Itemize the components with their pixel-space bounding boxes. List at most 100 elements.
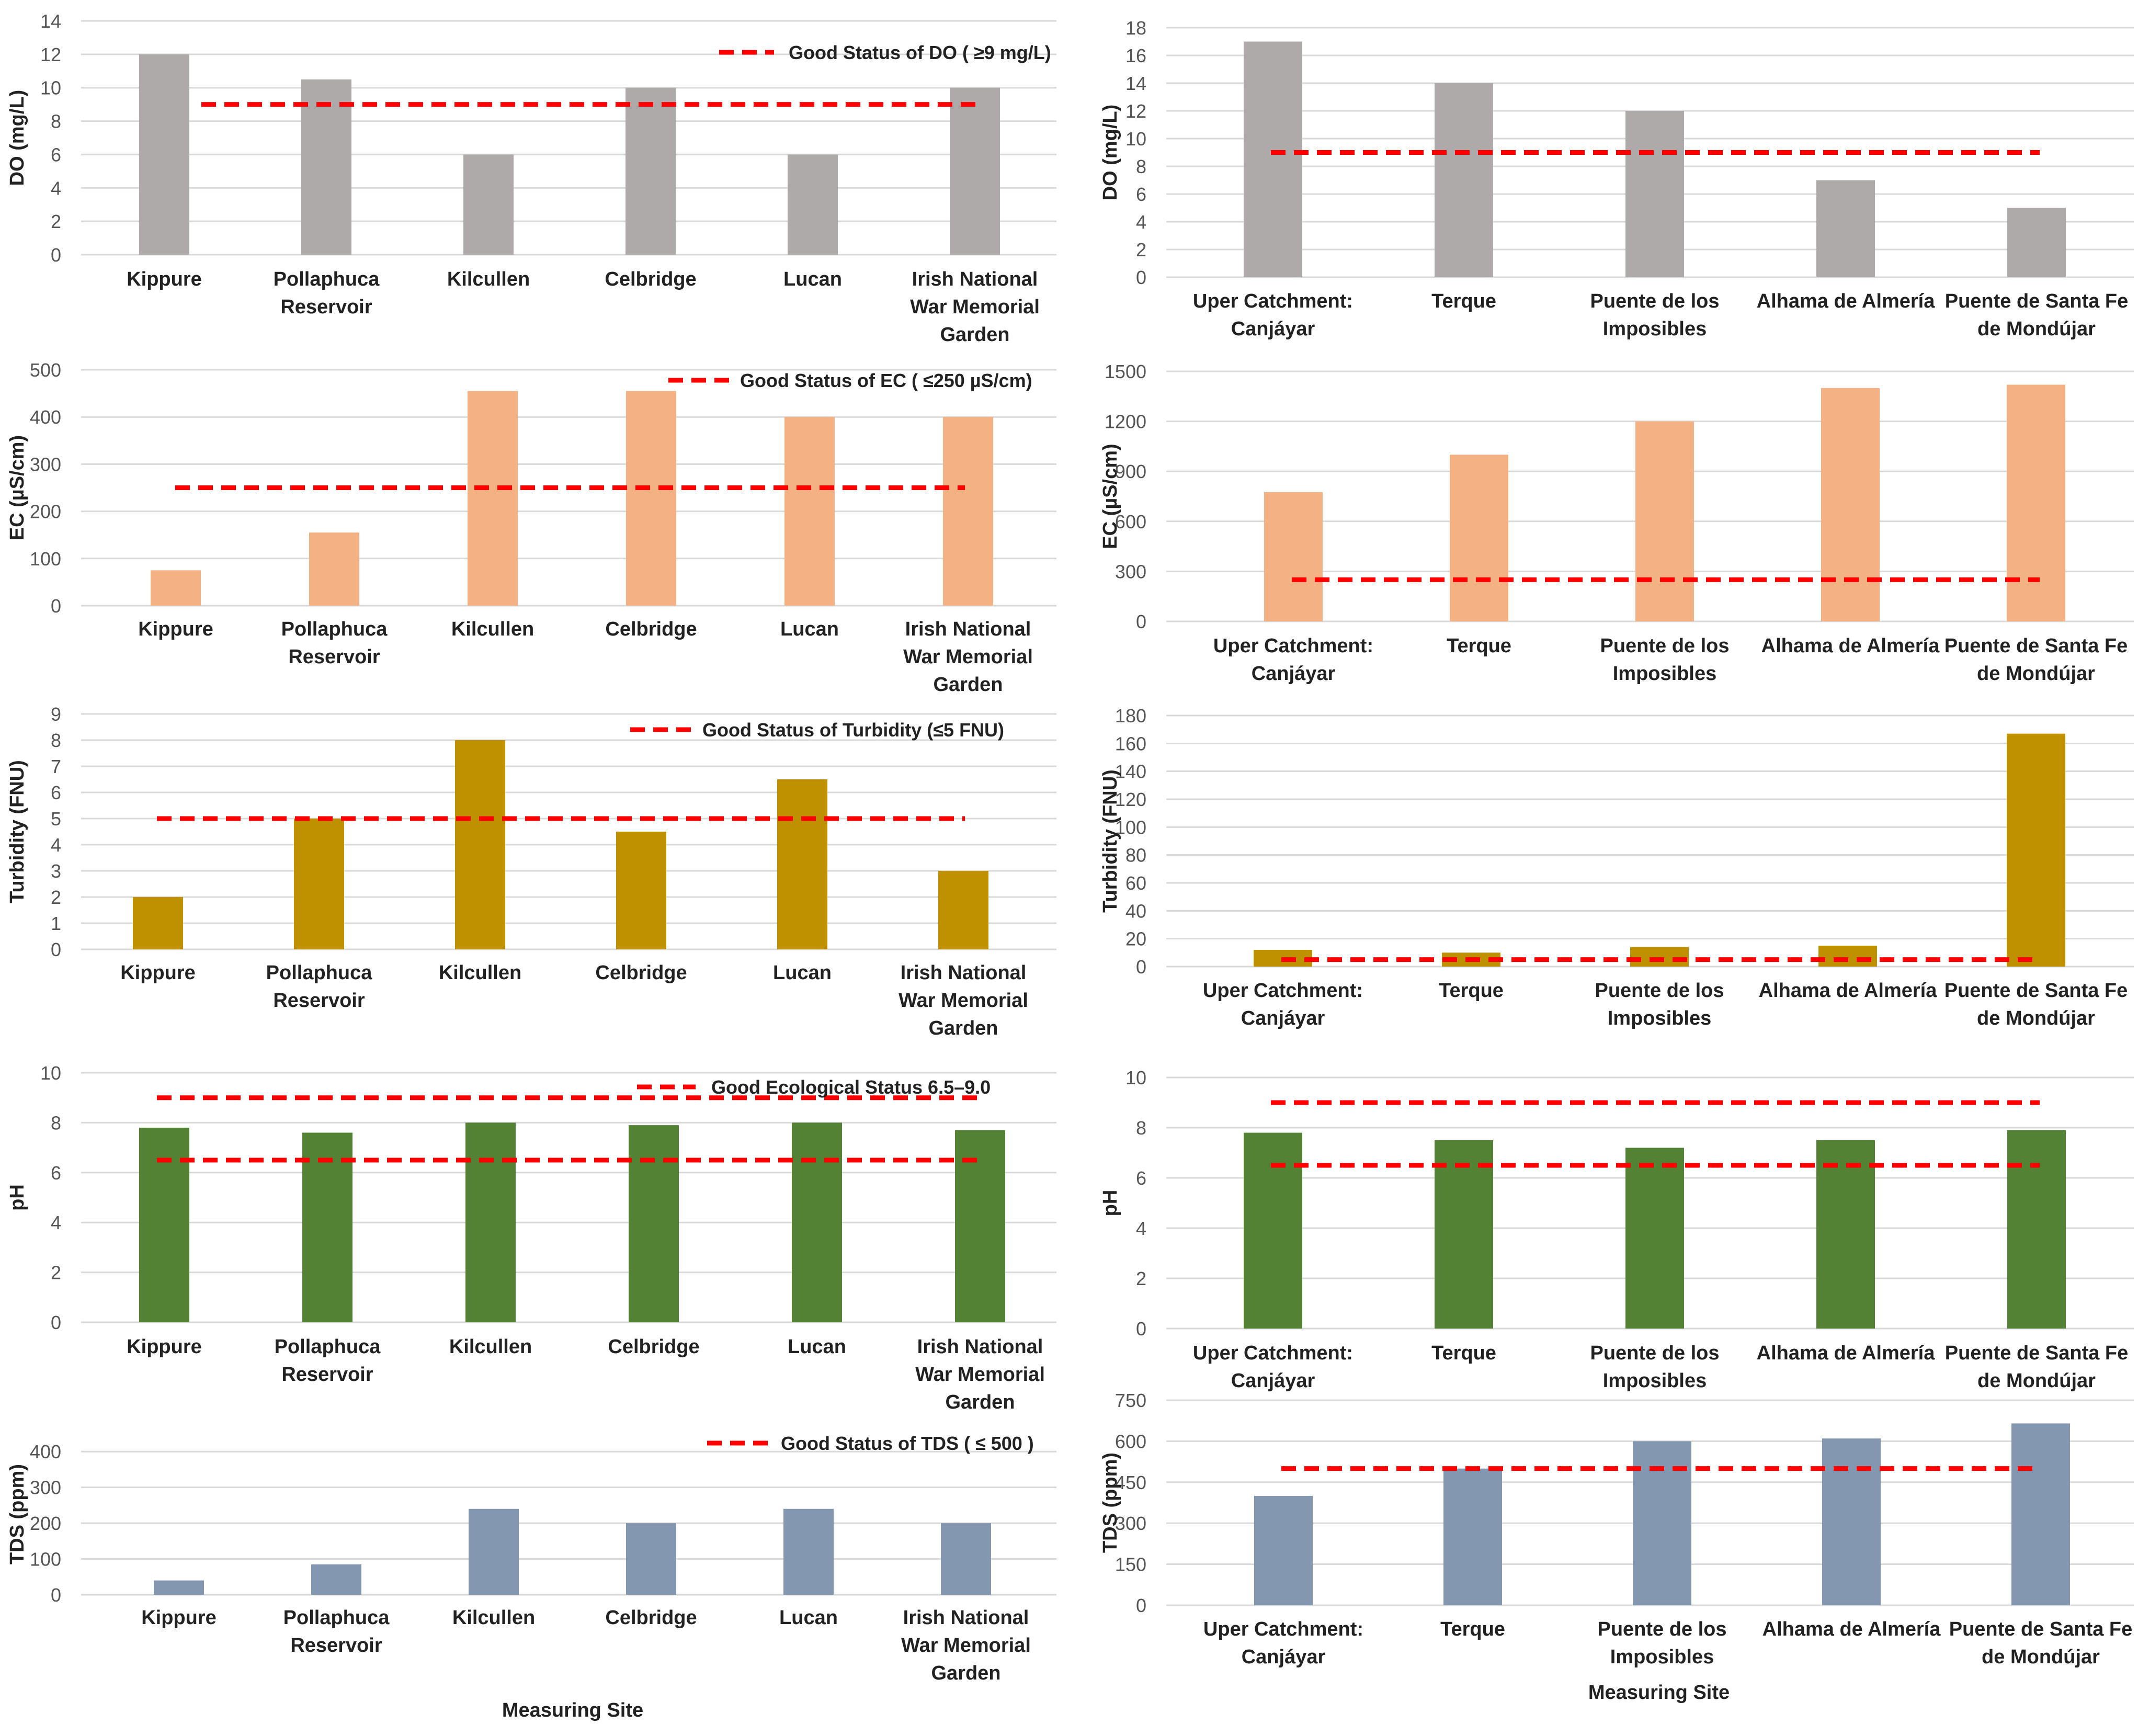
left-do-category-label: Kilcullen bbox=[447, 268, 530, 290]
left-turbidity-y-tick-label: 9 bbox=[51, 704, 61, 725]
left-turbidity-chart: 0 1 2 3 4 5 6 7 8 9 Turbidity (FNU) Kippure Pollaphu… bbox=[6, 704, 1056, 1039]
left-do-category-label: Celbridge bbox=[605, 268, 696, 290]
right-do-y-tick-label: 2 bbox=[1136, 239, 1146, 260]
right-ec-bar bbox=[1264, 492, 1323, 621]
left-tds-bar bbox=[469, 1508, 519, 1595]
right-turbidity-y-tick-label: 120 bbox=[1115, 789, 1146, 810]
left-turbidity-bar bbox=[455, 740, 505, 949]
left-ph-bar bbox=[302, 1132, 352, 1322]
left-do-bar bbox=[950, 87, 1000, 255]
left-turbidity-bar bbox=[133, 897, 183, 949]
right-ph-category-label: Puente de Santa Fe de Mondújar bbox=[1945, 1342, 2129, 1392]
right-ec-y-tick-label: 1200 bbox=[1105, 411, 1146, 433]
right-ph-y-tick-label: 8 bbox=[1136, 1117, 1146, 1139]
left-turbidity-category-label: Kilcullen bbox=[439, 962, 521, 984]
left-ph-category-label: Lucan bbox=[788, 1336, 846, 1358]
right-ph-bar bbox=[1816, 1140, 1875, 1329]
left-turbidity-y-tick-label: 5 bbox=[51, 808, 61, 830]
right-tds-bar bbox=[1254, 1495, 1313, 1605]
left-turbidity-bar bbox=[938, 871, 988, 949]
left-tds-category-label: Pollaphuca Reservoir bbox=[283, 1607, 390, 1656]
right-ph-bar bbox=[2007, 1130, 2066, 1329]
left-ec-bar bbox=[151, 570, 201, 606]
right-do-y-tick-label: 10 bbox=[1125, 128, 1146, 150]
left-do-y-tick-label: 8 bbox=[51, 111, 61, 132]
left-ph-y-tick-label: 6 bbox=[51, 1162, 61, 1184]
right-tds-category-label: Uper Catchment: Canjáyar bbox=[1203, 1618, 1363, 1668]
left-turbidity-y-tick-label: 7 bbox=[51, 756, 61, 777]
right-ph-category-label: Uper Catchment: Canjáyar bbox=[1193, 1342, 1353, 1392]
left-ec-bar bbox=[626, 391, 676, 606]
left-ec-category-label: Lucan bbox=[780, 618, 839, 640]
right-tds-x-axis-label: Measuring Site bbox=[1588, 1682, 1730, 1704]
right-ph-y-tick-label: 4 bbox=[1136, 1218, 1146, 1239]
right-tds-y-tick-label: 450 bbox=[1115, 1472, 1146, 1493]
right-do-y-axis-label: DO (mg/L) bbox=[1099, 105, 1121, 201]
right-do-y-tick-label: 4 bbox=[1136, 211, 1146, 233]
left-tds-y-tick-label: 400 bbox=[30, 1441, 61, 1462]
left-do-bar bbox=[139, 54, 189, 255]
right-ec-category-label: Puente de los Imposibles bbox=[1600, 635, 1729, 685]
left-do-y-tick-label: 6 bbox=[51, 144, 61, 165]
right-ph-y-tick-label: 0 bbox=[1136, 1318, 1146, 1340]
right-do-category-label: Uper Catchment: Canjáyar bbox=[1193, 290, 1353, 340]
left-ph-chart: 0 2 4 6 8 10 pH Kippure Pollaphuca Reservoir Kilcu… bbox=[6, 1062, 1056, 1413]
left-tds-category-label: Lucan bbox=[779, 1607, 838, 1629]
left-do-chart: 0 2 4 6 8 10 12 14 DO (mg/L) Kippure Pollaphuca Res… bbox=[6, 10, 1056, 346]
right-ec-bar bbox=[1821, 388, 1880, 621]
right-tds-category-label: Puente de Santa Fe de Mondújar bbox=[1949, 1618, 2133, 1668]
right-turbidity-y-tick-label: 0 bbox=[1136, 956, 1146, 978]
right-ph-bar bbox=[1435, 1140, 1493, 1329]
left-ph-category-label: Kippure bbox=[127, 1336, 202, 1358]
left-tds-legend-label: Good Status of TDS ( ≤ 500 ) bbox=[781, 1433, 1034, 1454]
right-ph-bar bbox=[1625, 1148, 1684, 1329]
left-do-bar bbox=[626, 87, 676, 255]
right-tds-category-label: Terque bbox=[1440, 1618, 1505, 1640]
left-tds-category-label: Kilcullen bbox=[452, 1607, 535, 1629]
right-turbidity-y-tick-label: 180 bbox=[1115, 705, 1146, 727]
left-tds-bar bbox=[154, 1580, 204, 1595]
left-turbidity-category-label: Pollaphuca Reservoir bbox=[266, 962, 373, 1012]
left-ec-bar bbox=[943, 417, 993, 606]
right-ph-y-tick-label: 10 bbox=[1125, 1067, 1146, 1088]
left-tds-bar bbox=[311, 1564, 361, 1595]
left-do-y-tick-label: 2 bbox=[51, 211, 61, 232]
right-turbidity-y-tick-label: 20 bbox=[1125, 928, 1146, 950]
left-ec-category-label: Celbridge bbox=[605, 618, 697, 640]
right-ec-bar bbox=[1635, 421, 1694, 621]
right-tds-category-label: Puente de los Imposibles bbox=[1597, 1618, 1726, 1668]
left-ec-y-tick-label: 200 bbox=[30, 501, 61, 523]
right-do-category-label: Puente de los Imposibles bbox=[1590, 290, 1719, 340]
right-turbidity-category-label: Alhama de Almería bbox=[1759, 980, 1938, 1002]
left-ph-y-tick-label: 4 bbox=[51, 1212, 61, 1233]
right-do-y-tick-label: 12 bbox=[1125, 100, 1146, 122]
right-ph-chart: 0 2 4 6 8 10 pH Uper Catchment: Canjáyar Terque Pu… bbox=[1099, 1067, 2134, 1392]
left-tds-bar bbox=[941, 1523, 991, 1595]
right-do-y-tick-label: 6 bbox=[1136, 184, 1146, 205]
left-turbidity-category-label: Lucan bbox=[773, 962, 832, 984]
left-ph-y-axis-label: pH bbox=[6, 1184, 28, 1211]
right-ph-category-label: Alhama de Almería bbox=[1757, 1342, 1936, 1364]
left-ec-category-label: Irish National War Memorial Garden bbox=[903, 618, 1033, 696]
left-ph-y-tick-label: 8 bbox=[51, 1112, 61, 1133]
right-tds-y-tick-label: 150 bbox=[1115, 1554, 1146, 1575]
left-do-category-label: Irish National War Memorial Garden bbox=[910, 268, 1040, 346]
left-ph-legend-label: Good Ecological Status 6.5–9.0 bbox=[711, 1076, 991, 1098]
left-tds-bar bbox=[626, 1523, 676, 1595]
right-do-category-label: Terque bbox=[1431, 290, 1496, 312]
left-turbidity-y-tick-label: 6 bbox=[51, 782, 61, 803]
right-ec-category-label: Alhama de Almería bbox=[1761, 635, 1940, 657]
right-tds-bar bbox=[2011, 1423, 2070, 1605]
left-do-y-axis-label: DO (mg/L) bbox=[6, 90, 28, 186]
right-turbidity-bar bbox=[1630, 947, 1689, 967]
right-turbidity-y-tick-label: 100 bbox=[1115, 816, 1146, 838]
right-ec-bar bbox=[1450, 455, 1508, 621]
right-do-category-label: Alhama de Almería bbox=[1757, 290, 1936, 312]
right-tds-bar bbox=[1822, 1438, 1881, 1605]
right-ec-y-tick-label: 900 bbox=[1115, 461, 1146, 482]
left-ec-y-tick-label: 0 bbox=[51, 595, 61, 617]
left-ph-bar bbox=[139, 1127, 189, 1322]
right-turbidity-bar bbox=[2007, 733, 2065, 967]
